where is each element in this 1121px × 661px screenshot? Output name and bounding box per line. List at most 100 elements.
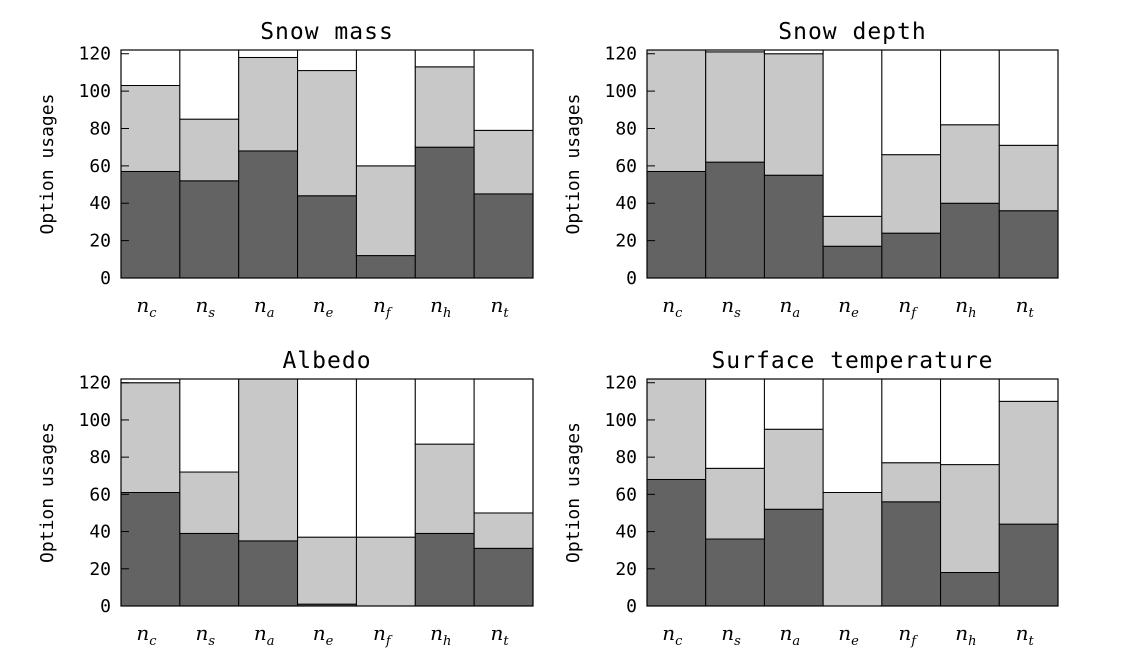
bar-segment-middle bbox=[297, 536, 357, 605]
bar-segment-bottom bbox=[705, 161, 765, 279]
bar-segment-bottom bbox=[646, 478, 707, 607]
bar-segment-bottom bbox=[881, 232, 942, 279]
y-tick-label: 20 bbox=[615, 231, 637, 252]
x-tick-label: nh bbox=[430, 293, 451, 321]
x-tick-label: nc bbox=[662, 293, 683, 321]
plot-frame bbox=[120, 378, 534, 607]
bar-segment-top bbox=[355, 378, 416, 538]
bar-segment-top bbox=[940, 378, 1000, 466]
bar-segment-top bbox=[355, 49, 416, 167]
x-tick-label: ne bbox=[313, 621, 334, 649]
bar-segment-bottom bbox=[822, 245, 883, 279]
bar-segment-bottom bbox=[179, 180, 240, 279]
bar-segment-top bbox=[940, 49, 1000, 126]
x-tick-label: nt bbox=[491, 293, 510, 321]
y-tick-label: 0 bbox=[626, 268, 637, 289]
y-tick-label: 80 bbox=[89, 447, 111, 468]
x-tick-label: nf bbox=[373, 293, 393, 321]
bar-segment-bottom bbox=[473, 193, 534, 279]
bar-segment-top bbox=[822, 378, 883, 493]
bar-segment-middle bbox=[940, 464, 1000, 574]
bar-segment-bottom bbox=[120, 170, 181, 279]
bar-segment-bottom bbox=[705, 538, 765, 607]
bar-segment-middle bbox=[238, 56, 299, 152]
bar-segment-middle bbox=[355, 165, 416, 257]
y-tick-label: 120 bbox=[78, 373, 111, 394]
bar-segment-middle bbox=[705, 467, 765, 540]
y-tick-label: 40 bbox=[89, 522, 111, 543]
bar-segment-bottom bbox=[473, 547, 534, 607]
plot-frame bbox=[120, 49, 534, 279]
bar-segment-middle bbox=[414, 443, 475, 534]
chart-title: Albedo bbox=[282, 348, 371, 374]
bar-segment-top bbox=[414, 378, 475, 445]
bar-segment-middle bbox=[120, 85, 181, 172]
bar-segment-top bbox=[705, 378, 765, 469]
plot-frame bbox=[646, 49, 1059, 279]
chart-title: Surface temperature bbox=[711, 348, 993, 374]
x-tick-label: na bbox=[779, 621, 800, 649]
y-axis-label: Option usages bbox=[37, 94, 58, 235]
y-axis-label: Option usages bbox=[37, 422, 58, 563]
x-tick-label: nc bbox=[136, 621, 157, 649]
bar-segment-top bbox=[297, 49, 357, 72]
bar-segment-middle bbox=[473, 512, 534, 549]
y-tick-label: 60 bbox=[615, 156, 637, 177]
bar-segment-middle bbox=[646, 49, 707, 172]
bar-segment-top bbox=[473, 378, 534, 514]
x-tick-label: nf bbox=[898, 293, 918, 321]
bar-segment-middle bbox=[881, 154, 942, 234]
bar-segment-middle bbox=[179, 118, 240, 182]
bar-segment-top bbox=[473, 49, 534, 131]
y-tick-label: 0 bbox=[626, 596, 637, 617]
x-tick-label: nh bbox=[955, 293, 976, 321]
bar-segment-top bbox=[822, 49, 883, 217]
bar-segment-bottom bbox=[355, 255, 416, 279]
bar-segment-top bbox=[179, 49, 240, 120]
y-tick-label: 40 bbox=[615, 522, 637, 543]
bar-segment-top bbox=[763, 378, 824, 430]
y-axis-label: Option usages bbox=[563, 422, 584, 563]
y-tick-label: 20 bbox=[615, 559, 637, 580]
chart-panel: 0 20 40 60 80 100 120 nc ns na ne nf nh nt Albedo Optio… bbox=[37, 348, 534, 649]
bar-segment-middle bbox=[763, 53, 824, 176]
bar-segment-middle bbox=[998, 400, 1059, 525]
x-tick-label: ne bbox=[313, 293, 334, 321]
bar-segment-bottom bbox=[238, 540, 299, 607]
bar-segment-middle bbox=[822, 215, 883, 247]
y-tick-label: 80 bbox=[89, 118, 111, 139]
chart-panel: 0 20 40 60 80 100 120 nc ns na ne nf nh nt Surface tem… bbox=[563, 348, 1059, 649]
chart-panel: 0 20 40 60 80 100 120 nc ns na ne nf nh nt Snow depth O… bbox=[563, 19, 1059, 321]
bar-segment-middle bbox=[646, 378, 707, 480]
chart-panel: 0 20 40 60 80 100 120 nc ns na ne nf nh nt Snow mass Op… bbox=[37, 19, 534, 321]
bar-segment-bottom bbox=[646, 170, 707, 279]
bar-segment-bottom bbox=[881, 501, 942, 607]
bar-segment-top bbox=[179, 378, 240, 473]
x-tick-label: na bbox=[254, 621, 275, 649]
y-tick-label: 120 bbox=[604, 44, 637, 65]
plot-frame bbox=[646, 378, 1059, 607]
bar-segment-middle bbox=[238, 378, 299, 542]
x-tick-label: ns bbox=[721, 293, 741, 321]
bar-segment-middle bbox=[998, 144, 1059, 212]
x-tick-label: nt bbox=[1016, 621, 1035, 649]
y-tick-label: 60 bbox=[89, 484, 111, 505]
bar-segment-middle bbox=[297, 70, 357, 197]
bar-segment-top bbox=[297, 378, 357, 538]
y-tick-label: 40 bbox=[615, 193, 637, 214]
x-tick-label: nc bbox=[136, 293, 157, 321]
x-tick-label: na bbox=[779, 293, 800, 321]
bar-segment-top bbox=[238, 49, 299, 58]
y-tick-label: 80 bbox=[615, 118, 637, 139]
bar-segment-top bbox=[881, 49, 942, 156]
bar-segment-middle bbox=[705, 51, 765, 163]
bar-segment-bottom bbox=[414, 532, 475, 607]
bar-segment-middle bbox=[179, 471, 240, 534]
y-tick-label: 40 bbox=[89, 193, 111, 214]
bar-segment-bottom bbox=[238, 150, 299, 279]
x-tick-label: nt bbox=[1016, 293, 1035, 321]
x-tick-label: na bbox=[254, 293, 275, 321]
x-tick-label: nc bbox=[662, 621, 683, 649]
bar-segment-top bbox=[120, 49, 181, 87]
